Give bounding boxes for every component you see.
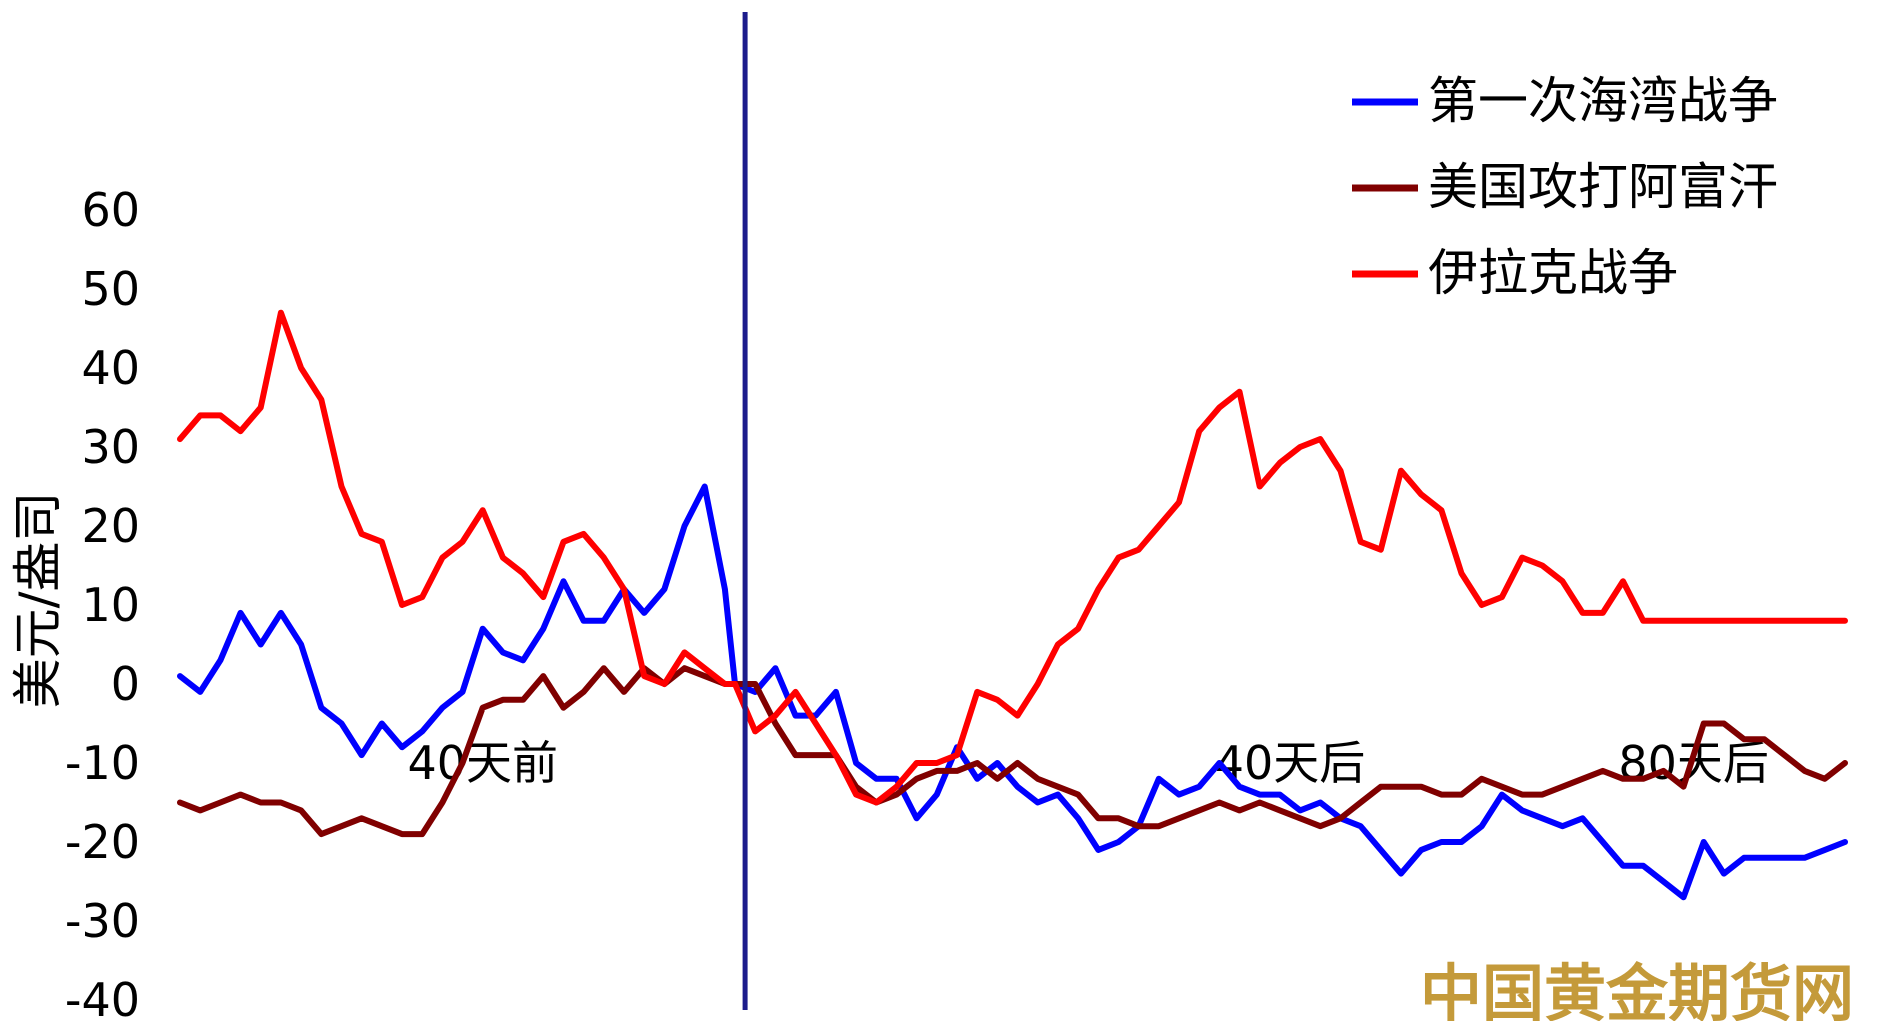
- y-tick-label: 0: [111, 657, 140, 711]
- legend-label: 第一次海湾战争: [1428, 72, 1778, 130]
- legend-label: 美国攻打阿富汗: [1428, 158, 1778, 216]
- y-tick-label: 20: [81, 499, 140, 553]
- y-tick-label: -10: [65, 736, 140, 790]
- y-tick-labels: 60 50 40 30 20 10 0 -10 -20 -30 -40: [65, 183, 140, 1021]
- y-tick-label: -20: [65, 815, 140, 869]
- legend-label: 伊拉克战争: [1428, 244, 1678, 302]
- watermark-text: 中国黄金期货网: [1420, 957, 1854, 1021]
- y-tick-label: 60: [81, 183, 140, 237]
- y-axis-label: 美元/盎司: [9, 492, 67, 709]
- series-lines: [177, 309, 1848, 901]
- y-tick-label: 10: [81, 578, 140, 632]
- y-tick-label: -30: [65, 894, 140, 948]
- x-annotation-label: 40天后: [1215, 736, 1366, 790]
- y-tick-label: 50: [81, 262, 140, 316]
- y-tick-label: 30: [81, 420, 140, 474]
- series-line-1: [177, 665, 1848, 838]
- x-annotation-label: 40天前: [407, 736, 558, 790]
- series-line-0: [177, 483, 1848, 901]
- x-annotations: 40天前 40天后 80天后: [407, 736, 1768, 790]
- y-tick-label: 40: [81, 341, 140, 395]
- y-tick-label: -40: [65, 973, 140, 1021]
- series-line-2: [177, 309, 1848, 806]
